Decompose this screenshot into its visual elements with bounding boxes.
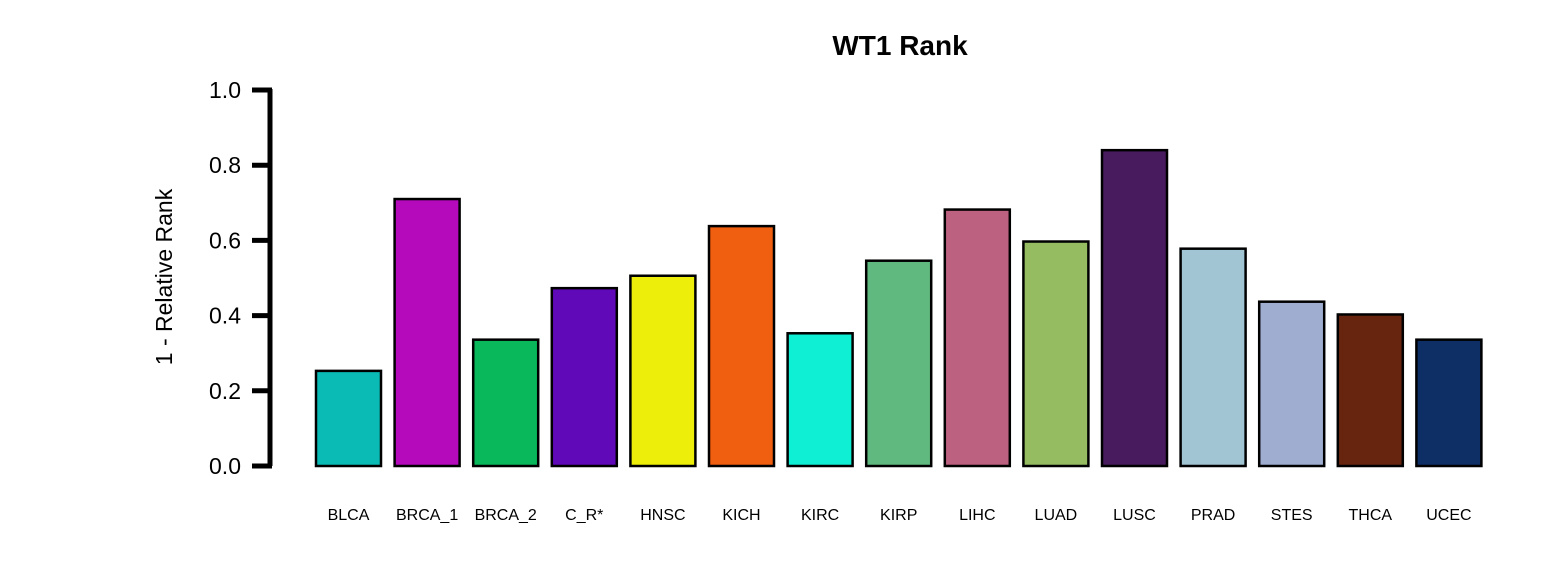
x-axis-tick-labels: BLCA BRCA_1 BRCA_2 C_R* HNSC KICH KIRC KIRP LIHC… <box>328 507 1472 524</box>
bar-blca <box>314 369 383 468</box>
x-tick-label: LIHC <box>959 507 995 524</box>
bars <box>314 148 1483 468</box>
x-tick-label: UCEC <box>1426 507 1471 524</box>
bar-kirc <box>786 332 854 468</box>
y-axis-label: 1 - Relative Rank <box>151 188 177 365</box>
x-tick-label: PRAD <box>1191 507 1235 524</box>
y-tick-label: 0.8 <box>209 152 241 178</box>
bar-lusc <box>1100 148 1169 468</box>
bar-c-r <box>550 286 619 468</box>
y-tick-label: 0.6 <box>209 227 241 253</box>
x-tick-label: HNSC <box>640 507 685 524</box>
x-tick-label: STES <box>1271 507 1313 524</box>
x-tick-label: BRCA_2 <box>475 507 537 524</box>
bar-kich <box>707 224 776 468</box>
bar-hnsc <box>629 274 697 468</box>
bar-prad <box>1179 247 1247 468</box>
x-tick-label: LUAD <box>1035 507 1078 524</box>
y-axis-ticks: 0.0 0.2 0.4 0.6 0.8 1.0 <box>209 77 272 479</box>
bar-lihc <box>943 208 1012 468</box>
bar-brca-1 <box>393 197 461 468</box>
y-tick-label: 1.0 <box>209 77 241 103</box>
x-tick-label: KIRC <box>801 507 839 524</box>
bar-stes <box>1257 300 1326 468</box>
bar-ucec <box>1415 338 1483 468</box>
y-tick-label: 0.4 <box>209 303 241 329</box>
y-tick-label: 0.0 <box>209 453 241 479</box>
x-tick-label: C_R* <box>565 507 603 524</box>
x-tick-label: KIRP <box>880 507 917 524</box>
bar-luad <box>1022 240 1090 468</box>
x-tick-label: BLCA <box>328 507 370 524</box>
y-tick-label: 0.2 <box>209 378 241 404</box>
chart-title: WT1 Rank <box>832 30 968 61</box>
bar-brca-2 <box>471 338 540 468</box>
x-tick-label: THCA <box>1349 507 1393 524</box>
x-tick-label: LUSC <box>1113 507 1156 524</box>
x-tick-label: BRCA_1 <box>396 507 458 524</box>
bar-thca <box>1336 313 1405 468</box>
x-tick-label: KICH <box>722 507 760 524</box>
bar-kirp <box>864 259 933 468</box>
